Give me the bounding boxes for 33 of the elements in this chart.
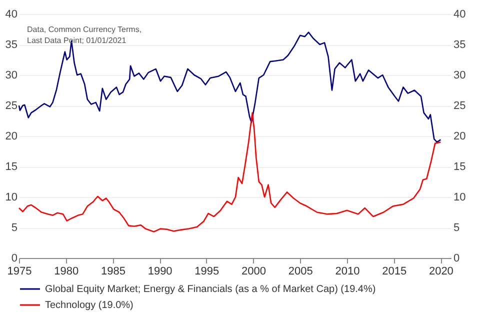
y2-tick-label: 25 xyxy=(454,100,466,112)
y-tick-label: 10 xyxy=(5,192,18,204)
y2-tick-label: 5 xyxy=(454,222,460,234)
y-tick-label: 25 xyxy=(5,100,18,112)
y2-tick-label: 35 xyxy=(454,39,466,51)
x-tick-label: 1985 xyxy=(100,266,126,278)
y-tick-label: 20 xyxy=(5,130,18,142)
y-tick-label: 15 xyxy=(5,161,18,173)
y2-tick-label: 40 xyxy=(454,8,466,20)
x-tick-label: 2000 xyxy=(242,266,266,278)
x-tick-label: 1990 xyxy=(148,266,172,278)
x-tick-label: 2005 xyxy=(288,266,313,278)
annotation: Data, Common Currency Terms, xyxy=(27,25,142,34)
x-tick-label: 2010 xyxy=(335,266,360,278)
x-tick-label: 2020 xyxy=(428,266,454,278)
y-tick-label: 35 xyxy=(5,39,18,51)
y2-tick-label: 0 xyxy=(454,252,460,264)
x-tick-label: 1975 xyxy=(7,266,32,278)
x-tick-label: 1995 xyxy=(194,266,220,278)
y2-tick-label: 30 xyxy=(454,70,466,82)
y2-tick-label: 20 xyxy=(454,130,466,142)
y-tick-label: 5 xyxy=(11,222,18,234)
x-tick-label: 2015 xyxy=(382,266,407,278)
y-tick-label: 0 xyxy=(11,252,18,264)
legend-label: Technology (19.0%) xyxy=(45,300,134,311)
x-tick-label: 1980 xyxy=(54,266,79,278)
y2-tick-label: 15 xyxy=(454,161,466,173)
legend-label: Global Equity Market; Energy & Financials (as a % of Market Cap) (19.4%) xyxy=(45,284,376,295)
y-tick-label: 30 xyxy=(5,70,18,82)
y-tick-label: 40 xyxy=(5,8,18,20)
annotation: Last Data Point; 01/01/2021 xyxy=(27,36,127,45)
y2-tick-label: 10 xyxy=(454,192,466,204)
line-series xyxy=(18,112,442,232)
